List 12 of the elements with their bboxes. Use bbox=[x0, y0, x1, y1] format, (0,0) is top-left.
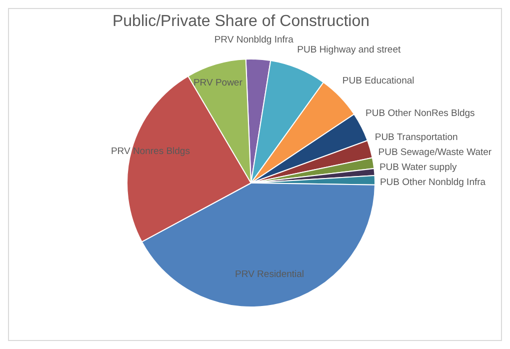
slice-label: PRV Nonbldg Infra bbox=[214, 34, 294, 46]
slice-label: PUB Water supply bbox=[379, 162, 457, 173]
slice-label: PRV Residential bbox=[235, 268, 304, 280]
slice-label: PRV Nonres Bldgs bbox=[110, 146, 190, 157]
chart-title: Public/Private Share of Construction bbox=[111, 13, 370, 31]
slice-label: PRV Power bbox=[193, 77, 242, 88]
slice-label: PUB Sewage/Waste Water bbox=[378, 146, 492, 158]
slice-label: PUB Other NonRes Bldgs bbox=[366, 108, 476, 119]
slice-label: PUB Highway and street bbox=[297, 44, 402, 56]
slice-label: PUB Educational bbox=[342, 75, 414, 86]
slice-label: PUB Transportation bbox=[374, 132, 458, 143]
slice-label: PUB Other Nonbldg Infra bbox=[380, 176, 486, 188]
